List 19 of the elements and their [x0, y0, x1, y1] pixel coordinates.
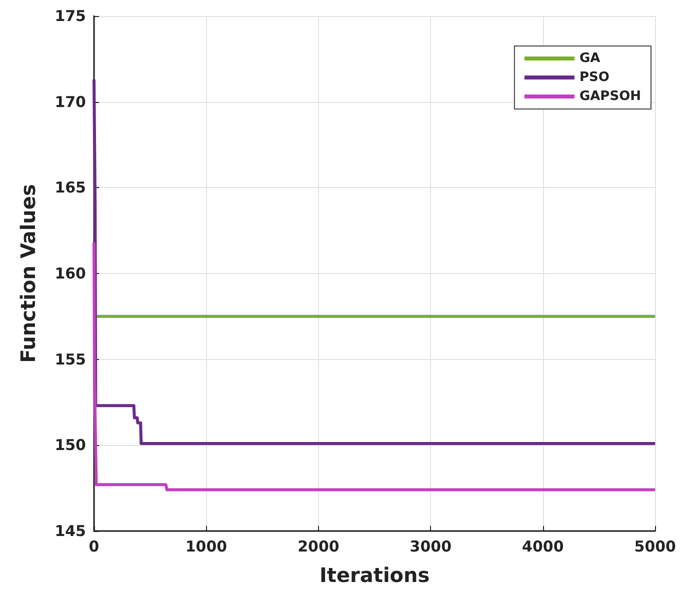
legend-label: GA — [579, 51, 600, 66]
x-tick-label: 1000 — [185, 538, 228, 556]
x-tick-label: 4000 — [522, 538, 564, 556]
y-tick-label: 175 — [54, 7, 86, 25]
line-series — [92, 241, 657, 492]
x-axis-title: Iterations — [319, 563, 430, 587]
legend-label: GAPSOH — [579, 89, 642, 104]
y-tick-label: 170 — [54, 92, 86, 111]
y-tick-label: 145 — [54, 522, 86, 540]
x-tick-label: 5000 — [634, 538, 676, 556]
y-axis-title: Function Values — [16, 184, 40, 363]
y-tick-label: 165 — [54, 178, 86, 197]
y-tick-label: 160 — [54, 264, 86, 282]
y-tick-label: 150 — [54, 436, 86, 454]
y-tick-label: 155 — [54, 350, 86, 368]
legend-label: PSO — [579, 70, 610, 85]
x-tick-label: 0 — [88, 538, 100, 556]
x-tick-label: 2000 — [298, 538, 340, 556]
x-tick-label: 3000 — [410, 538, 452, 556]
